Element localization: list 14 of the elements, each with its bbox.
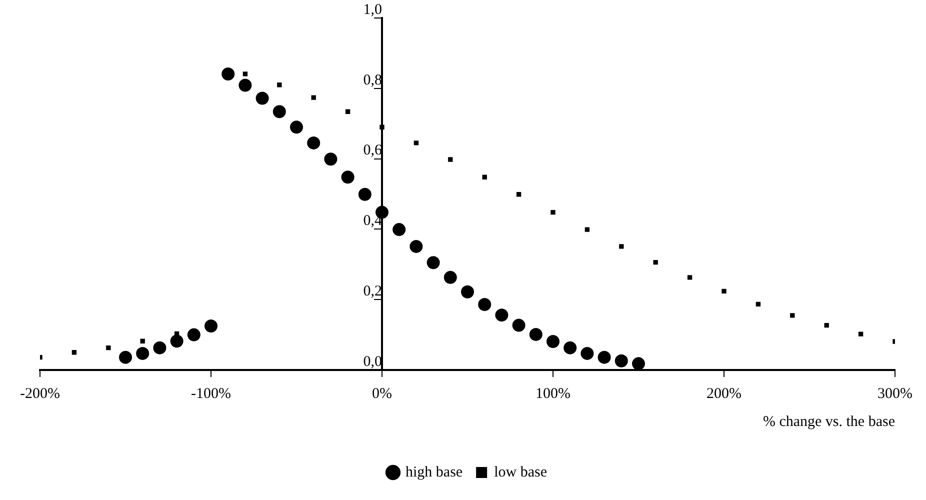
y-tick-label: 1,0 xyxy=(363,2,382,18)
x-tick-label: 300% xyxy=(878,386,912,402)
legend-label: low base xyxy=(494,464,548,480)
y-tick-label: 0,0 xyxy=(363,354,382,370)
x-tick-label: -100% xyxy=(191,386,231,402)
y-tick-label: 0,8 xyxy=(363,72,382,88)
x-tick-label: 0% xyxy=(372,386,392,402)
x-tick-label: 100% xyxy=(536,386,570,402)
y-tick-label: 0,6 xyxy=(363,142,382,159)
x-tick-label: 200% xyxy=(706,386,742,402)
legend-label: high base xyxy=(406,464,463,480)
x-tick-label: -200% xyxy=(20,386,60,402)
y-tick-label: 0,2 xyxy=(363,284,382,300)
x-axis-title: % change vs. the base xyxy=(762,414,896,430)
